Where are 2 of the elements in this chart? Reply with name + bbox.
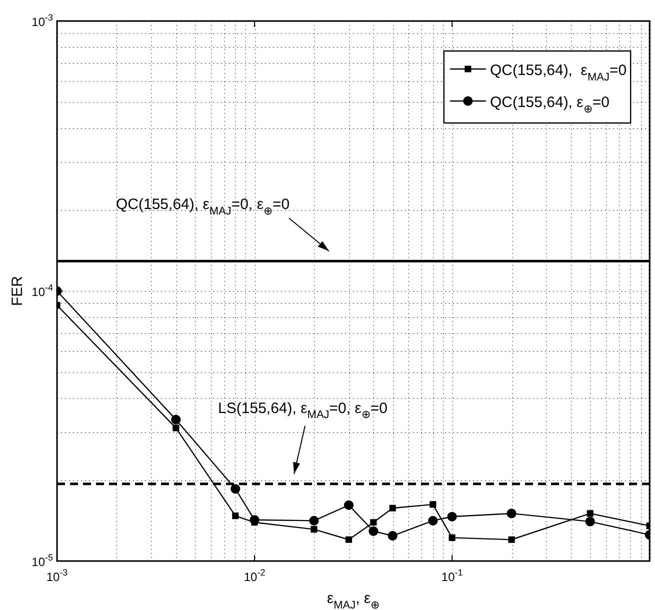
legend-label: QC(155,64), ε⊕=0 <box>490 94 610 116</box>
y-axis-title: FER <box>9 276 26 306</box>
